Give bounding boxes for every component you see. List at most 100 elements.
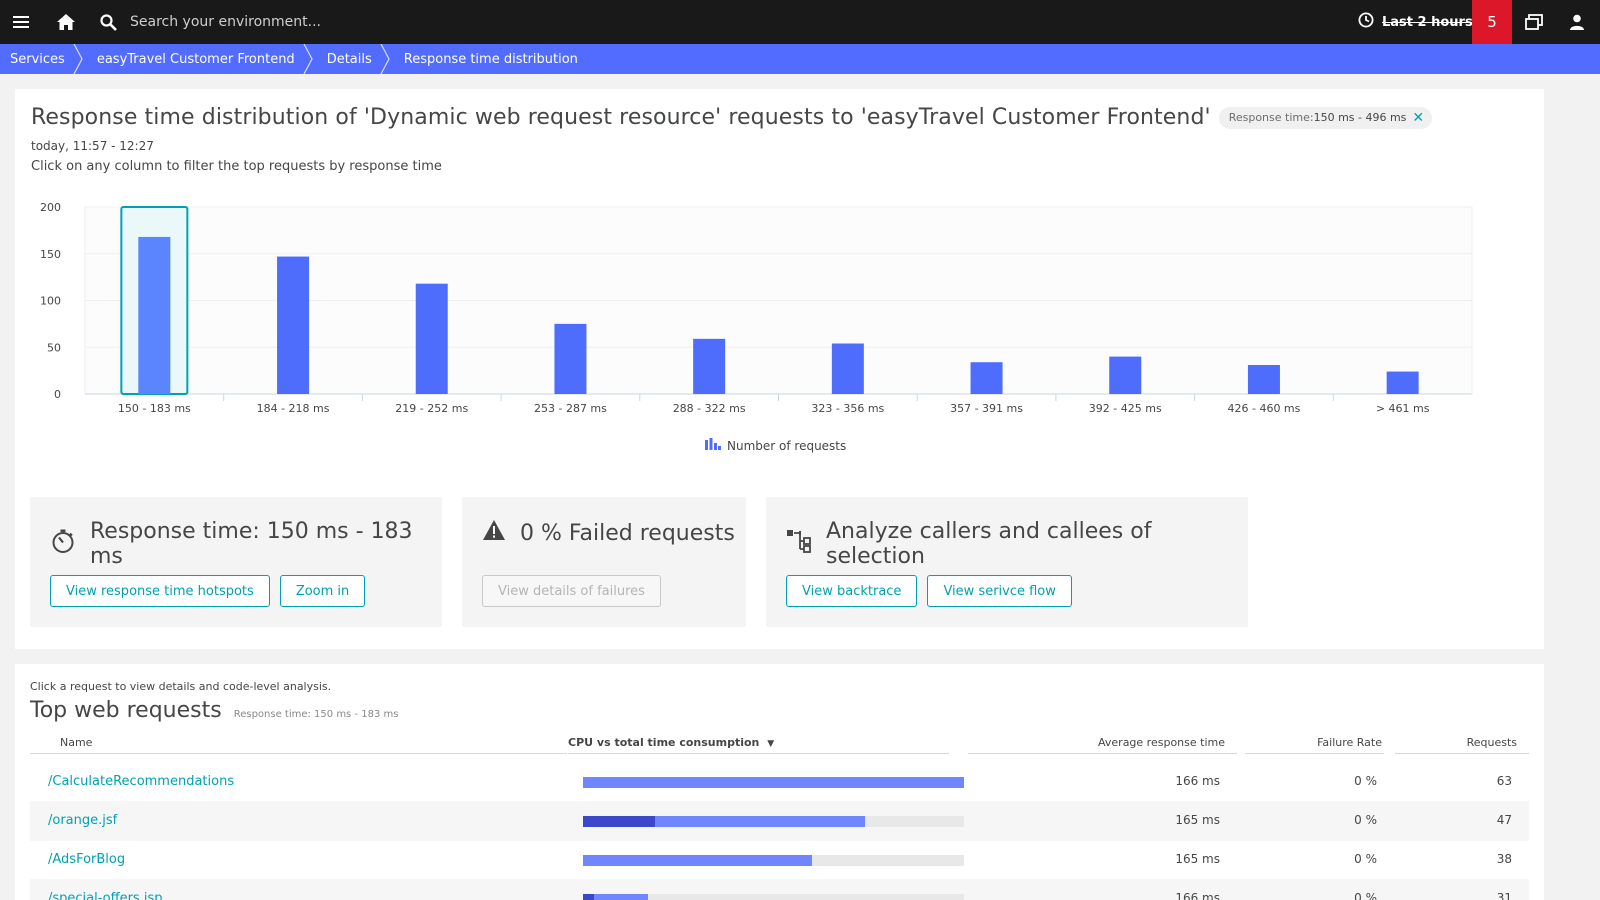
breadcrumb-label: Response time distribution	[403, 51, 578, 67]
page-title: Response time distribution of 'Dynamic w…	[31, 105, 1211, 130]
x-tick-label[interactable]: 426 - 460 ms	[1227, 402, 1300, 415]
y-tick-label: 50	[47, 341, 61, 354]
column-header-avg[interactable]: Average response time	[1098, 736, 1225, 749]
header-divider	[1245, 753, 1384, 754]
response-time-filter-chip: Response time:150 ms - 496 ms ✕	[1218, 106, 1433, 129]
request-count: 63	[1496, 774, 1512, 788]
breadcrumb-item-details[interactable]: Details	[309, 44, 390, 74]
clock-icon	[1358, 12, 1374, 32]
total-time-fill	[583, 855, 812, 866]
home-icon[interactable]	[46, 0, 86, 44]
x-tick-label[interactable]: 253 - 287 ms	[534, 402, 607, 415]
histogram-bar[interactable]	[693, 338, 726, 394]
table-row[interactable]: /AdsForBlog 165 ms 0 % 38	[30, 840, 1529, 880]
request-count: 31	[1496, 891, 1512, 900]
y-tick-label: 150	[40, 248, 61, 261]
failed-requests-title: 0 % Failed requests	[520, 520, 735, 546]
service-flow-icon	[786, 529, 812, 559]
histogram-bar[interactable]	[138, 236, 171, 394]
column-header-failure[interactable]: Failure Rate	[1317, 736, 1382, 749]
breadcrumb-label: Services	[10, 51, 65, 67]
cpu-time-fill	[583, 816, 656, 827]
request-count: 38	[1496, 852, 1512, 866]
top-navigation-bar: Last 2 hours 5	[0, 0, 1600, 44]
title-row: Response time distribution of 'Dynamic w…	[31, 105, 1433, 130]
breadcrumb-label: easyTravel Customer Frontend	[96, 51, 295, 67]
y-tick-label: 0	[54, 388, 61, 401]
x-tick-label[interactable]: 357 - 391 ms	[950, 402, 1023, 415]
x-tick-label[interactable]: 288 - 322 ms	[673, 402, 746, 415]
y-tick-label: 200	[40, 201, 61, 214]
column-header-cpu[interactable]: CPU vs total time consumption ▼	[568, 736, 774, 756]
histogram-bar[interactable]	[277, 256, 310, 394]
legend-label: Number of requests	[727, 438, 847, 453]
response-time-title: Response time: 150 ms - 183 ms	[90, 519, 413, 569]
view-backtrace-button[interactable]: View backtrace	[786, 575, 918, 607]
histogram-bar[interactable]	[831, 343, 864, 394]
histogram-bar[interactable]	[970, 362, 1003, 394]
request-name-link[interactable]: /AdsForBlog	[48, 852, 126, 867]
request-name-link[interactable]: /special-offers.jsp	[48, 891, 163, 900]
histogram-bar[interactable]	[1386, 371, 1419, 394]
zoom-in-button[interactable]: Zoom in	[279, 575, 366, 607]
header-divider	[568, 753, 949, 754]
x-tick-label[interactable]: 323 - 356 ms	[811, 402, 884, 415]
close-icon[interactable]: ✕	[1412, 109, 1425, 126]
alert-count-badge[interactable]: 5	[1472, 0, 1512, 44]
failure-rate: 0 %	[1354, 891, 1377, 900]
breadcrumb-label: Details	[326, 51, 372, 67]
top-web-requests-title: Top web requests	[30, 698, 222, 723]
menu-icon[interactable]	[0, 0, 42, 44]
x-tick-label[interactable]: 150 - 183 ms	[118, 402, 191, 415]
cpu-header-label: CPU vs total time consumption	[568, 736, 760, 749]
stopwatch-icon	[50, 528, 76, 560]
response-time-histogram: 0 50 100 150 200 150 - 183 ms 184 - 218 ms 219 …	[40, 201, 1473, 415]
failure-rate: 0 %	[1354, 774, 1377, 788]
x-tick-label[interactable]: 219 - 252 ms	[395, 402, 468, 415]
histogram-bar[interactable]	[1247, 365, 1280, 394]
top-web-requests-card: Click a request to view details and code…	[15, 664, 1544, 900]
breadcrumb-item-services[interactable]: Services	[0, 44, 83, 74]
average-response-time: 166 ms	[1175, 891, 1220, 900]
request-name-link[interactable]: /CalculateRecommendations	[48, 774, 235, 789]
chart-hint: Click on any column to filter the top re…	[31, 159, 442, 174]
total-time-fill	[583, 777, 964, 788]
windows-icon[interactable]	[1515, 0, 1553, 44]
view-details-of-failures-button: View details of failures	[482, 575, 661, 607]
x-tick-label[interactable]: > 461 ms	[1376, 402, 1430, 415]
request-count: 47	[1496, 813, 1512, 827]
total-time-fill	[583, 816, 865, 827]
timeframe-selector[interactable]: Last 2 hours	[1358, 0, 1473, 44]
failure-rate: 0 %	[1354, 813, 1377, 827]
request-name-link[interactable]: /orange.jsf	[48, 813, 118, 828]
column-header-name[interactable]: Name	[60, 736, 93, 749]
average-response-time: 166 ms	[1175, 774, 1220, 788]
table-row[interactable]: /CalculateRecommendations 166 ms 0 % 63	[30, 762, 1529, 802]
cpu-vs-total-bar	[583, 816, 964, 827]
table-row[interactable]: /orange.jsf 165 ms 0 % 47	[30, 801, 1529, 841]
top-web-requests-subtitle: Response time: 150 ms - 183 ms	[233, 709, 399, 720]
breadcrumb-separator	[73, 44, 83, 74]
x-tick-label[interactable]: 184 - 218 ms	[257, 402, 330, 415]
breadcrumb-item-current: Response time distribution	[386, 44, 592, 74]
timeframe-text: today, 11:57 - 12:27	[31, 139, 154, 153]
cpu-time-fill	[583, 894, 595, 900]
x-tick-label[interactable]: 392 - 425 ms	[1089, 402, 1162, 415]
search-input[interactable]	[130, 10, 630, 34]
user-icon[interactable]	[1558, 0, 1596, 44]
breadcrumb-item-service[interactable]: easyTravel Customer Frontend	[79, 44, 313, 74]
column-header-requests[interactable]: Requests	[1466, 736, 1517, 749]
cpu-vs-total-bar	[583, 894, 964, 900]
breadcrumb-separator	[380, 44, 390, 74]
histogram-bar[interactable]	[415, 283, 448, 394]
histogram-bar[interactable]	[554, 323, 587, 394]
view-service-flow-button[interactable]: View serivce flow	[927, 575, 1072, 607]
callers-callees-action-box: Analyze callers and callees of selection…	[766, 497, 1248, 627]
sort-down-icon: ▼	[767, 739, 775, 749]
filter-key: Response time:	[1228, 111, 1314, 124]
table-row[interactable]: /special-offers.jsp 166 ms 0 % 31	[30, 879, 1529, 900]
histogram-bar[interactable]	[1109, 356, 1142, 394]
header-divider	[968, 753, 1237, 754]
view-response-time-hotspots-button[interactable]: View response time hotspots	[50, 575, 270, 607]
header-divider	[1395, 753, 1529, 754]
